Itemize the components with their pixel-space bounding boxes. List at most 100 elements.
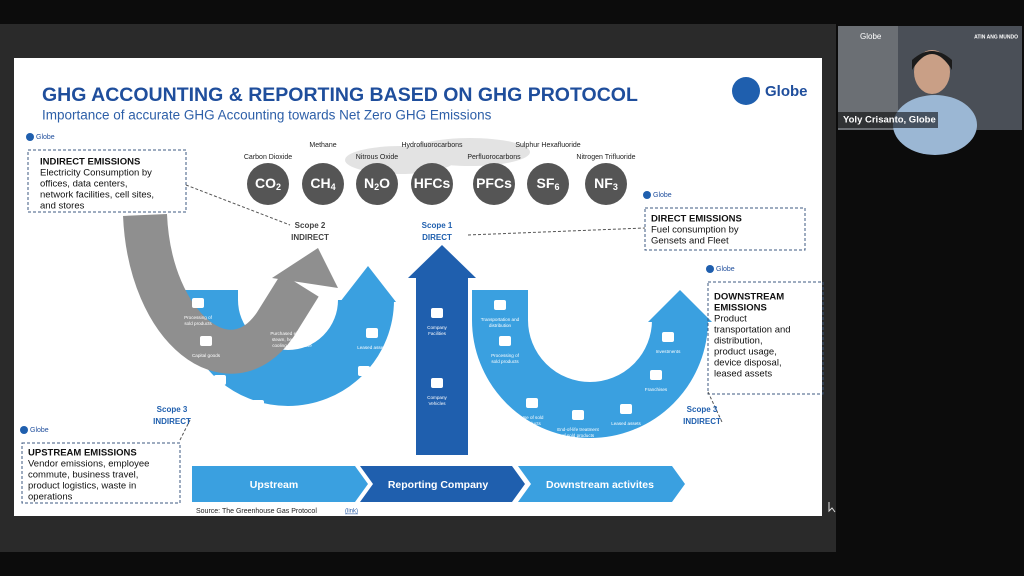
- box-tag: Globe: [30, 427, 49, 434]
- box-border: [21, 442, 181, 504]
- box-border: [707, 281, 824, 395]
- item-icon: [192, 298, 204, 308]
- tag-icon: [20, 426, 28, 434]
- gas-name: Methane: [309, 142, 336, 149]
- box-line: product logistics, waste in: [28, 481, 136, 492]
- item-label: of sold products: [562, 433, 595, 438]
- subscript: 2: [276, 182, 281, 192]
- box-tag: Globe: [36, 134, 55, 141]
- gas-symbol: CO2: [255, 175, 281, 193]
- box-line: and stores: [40, 201, 85, 212]
- scope1-arrow: [416, 275, 468, 455]
- box-border: [644, 207, 806, 251]
- gas-name: Carbon Dioxide: [244, 154, 292, 161]
- item-label: Transportation: [243, 417, 273, 422]
- box-heading: DOWNSTREAM: [714, 292, 784, 303]
- gas-name: Sulphur Hexafluoride: [515, 142, 580, 149]
- gas-name: Nitrogen Trifluoride: [576, 154, 635, 161]
- downstream-arc: [472, 290, 708, 438]
- slide-subtitle: Importance of accurate GHG Accounting to…: [42, 108, 492, 123]
- item-icon: [431, 378, 443, 388]
- item-label: Business travel: [328, 411, 359, 416]
- slide-logo: Globe: [765, 83, 808, 100]
- item-label: Company: [427, 395, 447, 400]
- scope-kind: INDIRECT: [153, 417, 191, 426]
- subscript: 4: [331, 182, 336, 192]
- item-label: and distribution: [242, 423, 274, 428]
- slide-title: GHG ACCOUNTING & REPORTING BASED ON GHG …: [42, 84, 638, 106]
- item-label: Leased assets: [357, 345, 387, 350]
- box-line: Electricity Consumption by: [40, 168, 152, 179]
- cloud: [410, 138, 530, 166]
- flow-company: [360, 466, 525, 502]
- item-label: Investments: [656, 349, 681, 354]
- scope-kind: INDIRECT: [683, 417, 721, 426]
- flow-downstream: [518, 466, 685, 502]
- video-banner: ATIN ANG MUNDO: [974, 34, 1018, 40]
- gas-symbol: N2O: [364, 175, 390, 193]
- item-label: Processing of: [491, 353, 520, 358]
- box-tag: Globe: [716, 266, 735, 273]
- item-label: distribution: [489, 323, 512, 328]
- diagram-shapes: [21, 77, 824, 504]
- item-icon: [650, 370, 662, 380]
- box-heading: INDIRECT EMISSIONS: [40, 157, 140, 168]
- item-icon: [252, 400, 264, 410]
- item-label: Capital goods: [192, 353, 221, 358]
- item-label: products: [523, 421, 541, 426]
- box-line: product usage,: [714, 347, 777, 358]
- symbol: CH: [310, 175, 330, 191]
- item-label: sold products: [491, 359, 519, 364]
- gas-name: Perfluorocarbons: [467, 154, 521, 161]
- source-link[interactable]: (link): [345, 509, 358, 515]
- scope-kind: DIRECT: [422, 233, 452, 242]
- item-icon: [200, 336, 212, 346]
- flow-label: Downstream activites: [546, 479, 654, 491]
- flow-upstream: [192, 466, 368, 502]
- item-icon: [366, 328, 378, 338]
- box-line: commute, business travel,: [28, 470, 138, 481]
- gas-circle: [411, 163, 453, 205]
- item-label: sold products: [184, 321, 212, 326]
- scope-label: Scope 3: [687, 405, 718, 414]
- participant-name: Yoly Crisanto, Globe: [843, 115, 936, 126]
- symbol: CO: [255, 175, 276, 191]
- box-line: leased assets: [714, 369, 772, 380]
- gas-symbol: SF6: [537, 175, 560, 193]
- item-label: Leased assets: [611, 421, 641, 426]
- arrow-head: [340, 266, 396, 302]
- item-label: Transportation and: [481, 317, 520, 322]
- item-icon: [338, 394, 350, 404]
- box-line: distribution,: [714, 336, 763, 347]
- gas-circle: [302, 163, 344, 205]
- item-label: steam, heating, and: [272, 337, 313, 342]
- item-label: in operations: [291, 431, 318, 436]
- item-label: Purchased electricity,: [270, 331, 313, 336]
- subscript: 6: [554, 182, 559, 192]
- box-line: Fuel consumption by: [651, 225, 739, 236]
- item-icon: [298, 408, 310, 418]
- item-icon: [620, 404, 632, 414]
- item-icon: [214, 375, 226, 385]
- symbol: NF: [594, 175, 613, 191]
- scope2-arrow: [123, 213, 319, 374]
- item-label: related activities: [204, 398, 238, 403]
- person-head: [914, 50, 950, 94]
- item-icon: [358, 366, 370, 376]
- tag-icon: [643, 191, 651, 199]
- subscript: 2: [374, 182, 379, 192]
- gas-symbol: CH4: [310, 175, 335, 193]
- source: Source: The Greenhouse Gas Protocol: [196, 508, 317, 515]
- box-line: Gensets and Fleet: [651, 236, 729, 247]
- gas-circle: [247, 163, 289, 205]
- gas-symbol: PFCs: [476, 175, 512, 191]
- gas-circle: [356, 163, 398, 205]
- gas-name: Nitrous Oxide: [356, 154, 399, 161]
- arrow-head: [648, 290, 712, 322]
- item-label: Fuel and energy: [203, 392, 237, 397]
- box-tag: Globe: [653, 192, 672, 199]
- item-label: Use of sold: [521, 415, 544, 420]
- item-label: Processing of: [184, 315, 213, 320]
- box-heading: DIRECT EMISSIONS: [651, 214, 742, 225]
